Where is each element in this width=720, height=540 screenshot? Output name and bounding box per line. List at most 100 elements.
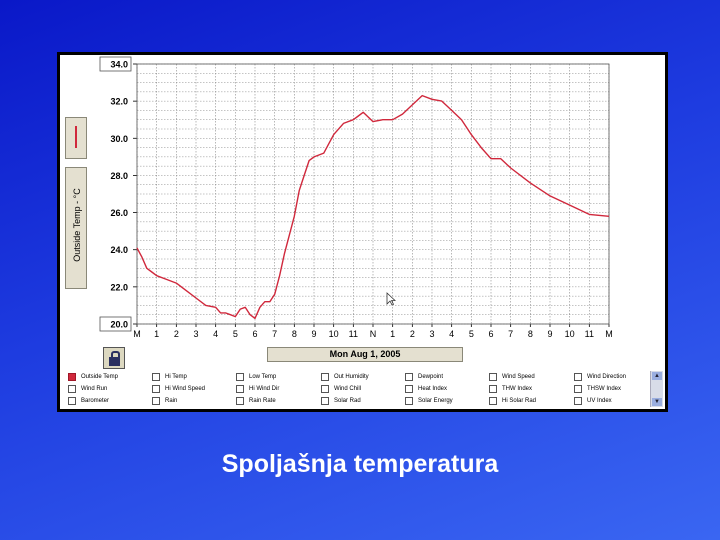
checkbox-icon[interactable] [152, 397, 160, 405]
checkbox-icon[interactable] [236, 373, 244, 381]
cursor-icon [386, 292, 396, 306]
checkbox-icon[interactable] [574, 397, 582, 405]
y-tick-label: 20.0 [110, 320, 128, 330]
checkbox-label: Dewpoint [418, 374, 444, 380]
checkbox-label: Rain [165, 398, 178, 404]
x-tick-label: 10 [565, 329, 575, 339]
checkbox-icon[interactable] [68, 373, 76, 381]
checkbox-label: THSW Index [587, 386, 622, 392]
x-tick-label: 9 [311, 329, 316, 339]
checkbox-icon[interactable] [68, 397, 76, 405]
checkbox-icon[interactable] [489, 397, 497, 405]
x-tick-label: 8 [292, 329, 297, 339]
x-tick-label: 9 [547, 329, 552, 339]
x-tick-label: 2 [410, 329, 415, 339]
checkbox-label: Outside Temp [81, 374, 118, 380]
checkbox-label: Hi Solar Rad [502, 398, 537, 404]
series-checkbox[interactable]: Barometer [68, 397, 109, 408]
checkbox-label: Heat Index [418, 386, 448, 392]
y-tick-label: 30.0 [110, 134, 128, 144]
x-tick-label: 1 [154, 329, 159, 339]
checkbox-icon[interactable] [321, 397, 329, 405]
checkbox-label: Wind Chill [334, 386, 362, 392]
series-checkbox[interactable]: Outside Temp [68, 373, 118, 384]
series-checkbox[interactable]: Hi Solar Rad [489, 397, 536, 408]
checkbox-icon[interactable] [574, 385, 582, 393]
x-tick-label: 5 [469, 329, 474, 339]
x-tick-label: 5 [233, 329, 238, 339]
series-checkbox[interactable]: Rain [152, 397, 177, 408]
checkbox-label: Hi Wind Speed [165, 386, 206, 392]
series-checkbox[interactable]: Wind Speed [489, 373, 535, 384]
x-tick-label: 10 [329, 329, 339, 339]
checkbox-icon[interactable] [321, 373, 329, 381]
checkbox-icon[interactable] [152, 385, 160, 393]
x-tick-label: 3 [193, 329, 198, 339]
x-tick-label: N [370, 329, 377, 339]
scroll-down-icon[interactable]: ▼ [652, 398, 662, 406]
x-tick-label: 4 [449, 329, 454, 339]
checkbox-icon[interactable] [489, 385, 497, 393]
series-checkbox[interactable]: THSW Index [574, 385, 621, 396]
lock-icon[interactable] [103, 347, 125, 369]
checkbox-icon[interactable] [236, 385, 244, 393]
checkbox-label: Hi Wind Dir [249, 386, 280, 392]
y-tick-label-box [99, 56, 132, 72]
y-tick-label: 34.0 [110, 60, 128, 70]
checkbox-label: Hi Temp [165, 374, 187, 380]
checkbox-scrollbar[interactable]: ▲ ▼ [650, 371, 663, 407]
series-checkbox[interactable]: Out Humidity [321, 373, 369, 384]
x-tick-label: 1 [390, 329, 395, 339]
series-checkbox[interactable]: Solar Rad [321, 397, 361, 408]
chart-window-frame: M 1 2 3 4 5 6 7 8 9 10 11 N 1 2 3 4 5 6 7 8 9 10 11 M 20.0 22.0 24.… [57, 52, 668, 412]
checkbox-icon[interactable] [405, 373, 413, 381]
checkbox-label: UV Index [587, 398, 612, 404]
series-checkbox[interactable]: Wind Chill [321, 385, 361, 396]
y-tick-label: 24.0 [110, 245, 128, 255]
series-checkbox[interactable]: THW Index [489, 385, 532, 396]
checkbox-icon[interactable] [574, 373, 582, 381]
series-checkbox[interactable]: Hi Temp [152, 373, 187, 384]
y-tick-label: 32.0 [110, 97, 128, 107]
series-checkbox[interactable]: Dewpoint [405, 373, 443, 384]
checkbox-icon[interactable] [321, 385, 329, 393]
y-tick-label-box [99, 316, 132, 332]
slide-caption: Spoljašnja temperatura [221, 450, 499, 478]
y-axis-label: Outside Temp - °C [72, 188, 82, 262]
checkbox-icon[interactable] [152, 373, 160, 381]
scroll-up-icon[interactable]: ▲ [652, 372, 662, 380]
checkbox-icon[interactable] [236, 397, 244, 405]
checkbox-label: Rain Rate [249, 398, 276, 404]
series-checkbox[interactable]: Hi Wind Speed [152, 385, 205, 396]
checkbox-label: Wind Speed [502, 374, 535, 380]
series-legend-swatch[interactable] [65, 117, 87, 159]
series-checkbox[interactable]: Wind Run [68, 385, 107, 396]
x-tick-label: 8 [528, 329, 533, 339]
y-axis-label-box: Outside Temp - °C [65, 167, 87, 289]
x-tick-label: 6 [488, 329, 493, 339]
y-tick-label: 26.0 [110, 208, 128, 218]
x-tick-label: 7 [272, 329, 277, 339]
checkbox-icon[interactable] [405, 385, 413, 393]
checkbox-label: THW Index [502, 386, 533, 392]
series-checkbox[interactable]: UV Index [574, 397, 612, 408]
checkbox-label: Out Humidity [334, 374, 369, 380]
checkbox-label: Wind Direction [587, 374, 627, 380]
x-tick-label: M [133, 329, 141, 339]
series-checkbox[interactable]: Hi Wind Dir [236, 385, 279, 396]
x-tick-label: 11 [349, 329, 358, 339]
date-label[interactable]: Mon Aug 1, 2005 [267, 347, 463, 362]
series-checkbox[interactable]: Wind Direction [574, 373, 626, 384]
x-tick-label: 2 [174, 329, 179, 339]
checkbox-label: Solar Rad [334, 398, 361, 404]
checkbox-icon[interactable] [68, 385, 76, 393]
checkbox-label: Wind Run [81, 386, 108, 392]
y-tick-label: 22.0 [110, 282, 128, 292]
checkbox-icon[interactable] [489, 373, 497, 381]
series-checkbox[interactable]: Solar Energy [405, 397, 453, 408]
checkbox-icon[interactable] [405, 397, 413, 405]
series-color-swatch [75, 126, 77, 148]
series-checkbox[interactable]: Heat Index [405, 385, 447, 396]
series-checkbox[interactable]: Rain Rate [236, 397, 276, 408]
series-checkbox[interactable]: Low Temp [236, 373, 276, 384]
